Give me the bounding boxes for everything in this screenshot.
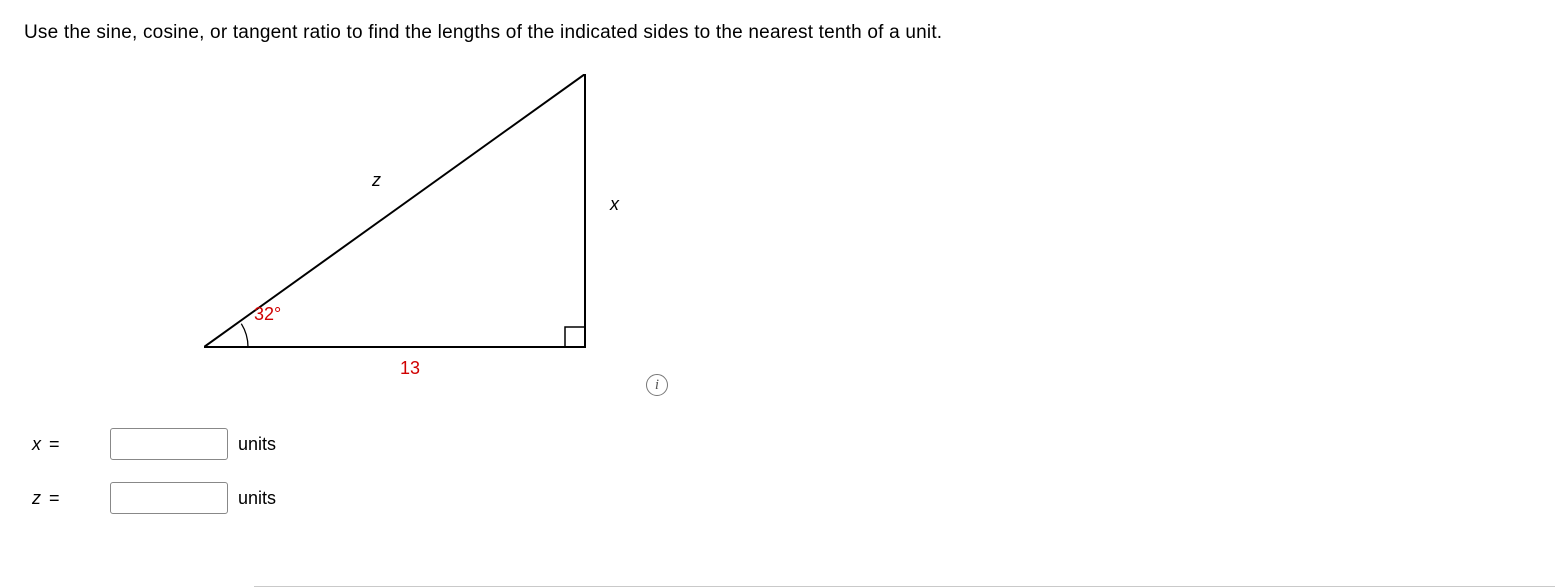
given-angle-label: 32°	[254, 304, 281, 325]
info-icon: i	[646, 374, 668, 396]
triangle-diagram	[204, 74, 704, 414]
figure-area: z x 32° 13 i	[204, 74, 704, 414]
given-base-label: 13	[400, 358, 420, 379]
answer-row: x= units	[32, 424, 1531, 464]
question-prompt: Use the sine, cosine, or tangent ratio t…	[24, 22, 1531, 44]
var-letter: z	[32, 488, 43, 508]
answer-row: z= units	[32, 478, 1531, 518]
hypotenuse-label: z	[372, 170, 381, 191]
answer-var-z: z=	[32, 488, 110, 509]
answer-var-x: x=	[32, 434, 110, 455]
unit-label: units	[238, 434, 276, 455]
info-button[interactable]: i	[646, 374, 668, 396]
info-icon-glyph: i	[655, 377, 659, 394]
answer-area: x= units z= units	[32, 424, 1531, 518]
var-letter: x	[32, 434, 43, 454]
unit-label: units	[238, 488, 276, 509]
equals-sign: =	[49, 488, 62, 508]
opposite-side-label: x	[610, 194, 619, 215]
z-input[interactable]	[110, 482, 228, 514]
equals-sign: =	[49, 434, 62, 454]
x-input[interactable]	[110, 428, 228, 460]
